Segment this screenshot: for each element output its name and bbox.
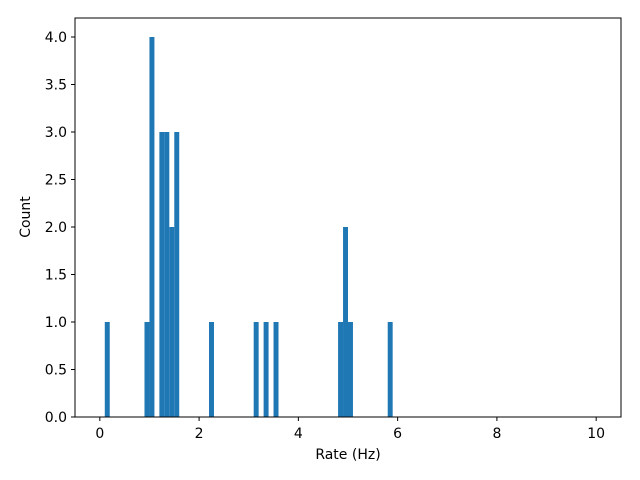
plot-frame (74, 17, 622, 418)
x-tick-label: 6 (393, 426, 402, 442)
histogram-bar (263, 322, 269, 417)
y-tick-label: 2.5 (45, 173, 67, 189)
histogram-bar (209, 322, 214, 417)
histogram-bar (104, 322, 110, 417)
histogram-bar (159, 132, 165, 417)
y-tick-label: 4.0 (45, 30, 67, 46)
x-tick-label: 0 (95, 426, 104, 442)
histogram-bar (387, 322, 393, 417)
y-tick-label: 1.5 (45, 268, 67, 284)
histogram-bar (164, 132, 170, 417)
histogram-bar (338, 322, 344, 417)
x-tick-label: 10 (587, 426, 605, 442)
y-tick-label: 3.0 (45, 125, 67, 141)
y-tick-label: 0.5 (45, 363, 67, 379)
histogram-bar (174, 132, 180, 417)
histogram-bar (144, 322, 150, 417)
y-tick-label: 0.0 (45, 410, 67, 426)
x-axis-label: Rate (Hz) (315, 447, 380, 463)
y-tick-label: 2.0 (45, 220, 67, 236)
y-axis-ticks: 0.0 0.5 1.0 1.5 2.0 2.5 3.0 3.5 4.0 (45, 30, 75, 426)
histogram-bar (169, 227, 175, 417)
x-tick-label: 8 (492, 426, 501, 442)
y-axis-label: Count (18, 196, 34, 238)
y-tick-label: 1.0 (45, 315, 67, 331)
histogram-bar (253, 322, 259, 417)
x-tick-label: 4 (294, 426, 303, 442)
histogram-bar (273, 322, 279, 417)
x-axis-ticks: 0 2 4 6 8 10 (95, 417, 605, 442)
y-tick-label: 3.5 (45, 78, 67, 94)
histogram-bar (348, 322, 353, 417)
histogram-bar (343, 227, 348, 417)
x-tick-label: 2 (195, 426, 204, 442)
histogram-bar (149, 37, 155, 417)
bars-group (104, 37, 393, 417)
